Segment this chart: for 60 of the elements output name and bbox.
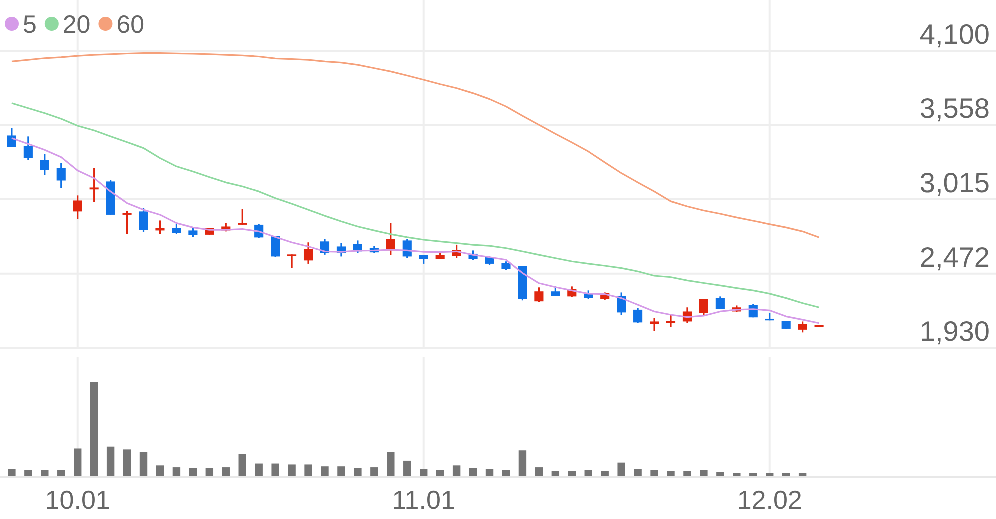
bar — [469, 468, 478, 476]
y-tick-label: 4,100 — [920, 19, 990, 50]
bar — [90, 382, 98, 476]
y-tick-label: 1,930 — [920, 316, 990, 347]
bar — [404, 460, 412, 476]
bar — [502, 470, 510, 476]
legend-label: 60 — [116, 11, 145, 39]
bar — [700, 470, 708, 476]
bar — [304, 464, 312, 476]
bar — [58, 470, 66, 476]
bar — [106, 446, 115, 476]
bar — [222, 468, 230, 476]
bar — [172, 468, 181, 476]
bar — [140, 452, 148, 476]
bar — [238, 454, 246, 476]
bar — [584, 470, 592, 476]
bar — [568, 471, 576, 476]
bar — [338, 466, 346, 476]
x-tick-label: 12.02 — [737, 485, 802, 515]
bar — [387, 452, 395, 476]
bar — [535, 468, 544, 476]
bar — [650, 470, 658, 476]
bar — [634, 469, 642, 476]
bar — [8, 469, 16, 476]
bar — [123, 450, 132, 476]
y-tick-label: 3,558 — [920, 93, 990, 124]
bar — [733, 473, 741, 476]
bar — [782, 473, 790, 476]
bar — [74, 448, 82, 476]
bar — [486, 469, 494, 476]
y-tick-label: 3,015 — [920, 168, 990, 198]
bar — [206, 468, 214, 476]
bar — [452, 466, 461, 476]
bar — [667, 471, 675, 476]
bar — [24, 470, 32, 476]
bar — [552, 471, 560, 476]
bar — [41, 470, 49, 476]
bar — [370, 468, 378, 476]
bar — [354, 468, 362, 476]
bar — [518, 450, 527, 476]
bar — [684, 471, 692, 476]
bar — [618, 462, 626, 476]
bar — [420, 469, 428, 476]
bar — [601, 471, 609, 476]
bar — [321, 466, 329, 476]
y-tick-label: 2,472 — [920, 242, 990, 273]
bar — [716, 472, 724, 476]
bar — [766, 473, 774, 476]
bar — [189, 468, 198, 476]
bar — [750, 473, 758, 476]
legend-label: 5 — [23, 11, 37, 39]
legend-label: 20 — [62, 11, 91, 39]
bar — [156, 466, 164, 476]
bar — [255, 464, 263, 476]
bar — [288, 464, 296, 476]
bar — [798, 473, 807, 476]
x-tick-label: 10.01 — [45, 485, 110, 515]
bar — [436, 470, 444, 476]
bar — [272, 464, 280, 476]
x-tick-label: 11.01 — [392, 485, 456, 515]
